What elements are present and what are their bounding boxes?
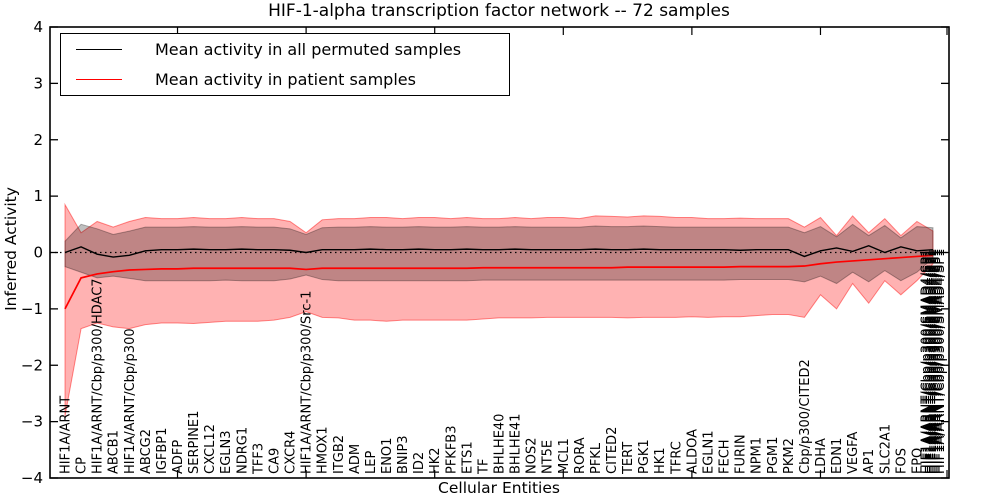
x-category-label: FECH <box>718 439 733 474</box>
x-axis-label: Cellular Entities <box>438 479 560 497</box>
y-tick-label: 1 <box>33 187 43 205</box>
x-category-label: EDN1 <box>830 438 845 474</box>
x-category-label: ABCB1 <box>107 430 122 474</box>
x-category-label: VEGFA <box>846 432 861 474</box>
confidence-band-patient <box>64 202 934 417</box>
x-category-label: ADFP <box>171 440 186 474</box>
x-category-label: CP <box>75 457 90 474</box>
x-category-label: HMOX1 <box>316 426 331 474</box>
y-tick-label: −4 <box>21 469 43 487</box>
y-tick-label: −2 <box>21 356 43 374</box>
x-category-label: BHLHE40 <box>492 414 507 474</box>
x-category-label: TFF3 <box>251 443 266 475</box>
legend: Mean activity in all permuted samples Me… <box>60 33 510 96</box>
y-axis-label: Inferred Activity <box>2 187 20 311</box>
x-category-label-overlapped: HIF1A/ARNT/Cbp/p300/SMAD4/SP1 <box>931 249 946 474</box>
x-category-label-overlapped: HIF1A/ARNT/Cbp/p300/SMAD4/SP1 <box>925 249 940 474</box>
y-tick-label: 4 <box>33 18 43 36</box>
legend-item-label: Mean activity in patient samples <box>155 69 416 89</box>
mean-line-patient <box>64 254 934 310</box>
x-category-label: MCL1 <box>557 438 572 474</box>
x-category-label: CXCR4 <box>284 431 299 474</box>
x-category-label: ADM <box>348 444 363 474</box>
x-category-label: HIF1A/ARNT/Cbp/p300/Src-1 <box>300 291 315 474</box>
x-category-label: HIF1A/ARNT/Cbp/p300/HDAC7 <box>91 278 106 474</box>
x-category-label: Cbp/p300/CITED2 <box>798 359 813 474</box>
y-tick-label: 2 <box>33 131 43 149</box>
mean-line-permuted <box>64 244 934 258</box>
x-category-label: PGK1 <box>637 439 652 474</box>
x-category-label: TERT <box>621 442 636 475</box>
x-category-label: CITED2 <box>605 427 620 474</box>
x-category-label: BNIP3 <box>396 435 411 474</box>
x-category-label: HIF1A/ARNT <box>59 396 74 474</box>
x-category-label: ETS1 <box>460 441 475 474</box>
x-category-label: SLC2A1 <box>878 424 893 474</box>
x-category-label: ID2 <box>412 452 427 474</box>
x-category-label: CA9 <box>267 448 282 474</box>
x-category-label: EGLN1 <box>701 430 716 474</box>
x-category-label: IGFBP1 <box>155 428 170 474</box>
y-tick-label: 3 <box>33 74 43 92</box>
x-category-label: NOS2 <box>525 438 540 474</box>
x-category-label: RORA <box>573 437 588 474</box>
x-category-label: HK1 <box>653 447 668 474</box>
x-category-label-overlapped: HIF1A/ARNT/Cbp/p300/SMAD4/SP1 <box>929 249 944 474</box>
x-category-label: EGLN3 <box>219 430 234 474</box>
x-category-label: SERPINE1 <box>187 411 202 474</box>
x-category-label: CXCL12 <box>203 424 218 474</box>
y-tick-label: −1 <box>21 300 43 318</box>
x-category-label: TFRC <box>669 441 684 475</box>
x-category-label-overlapped: HIF1A/ARNT/Cbp/p300/SMAD4/SP1 <box>933 249 948 474</box>
x-category-label: EPO <box>910 448 925 474</box>
confidence-band-permuted <box>64 223 934 285</box>
x-category-label: LDHA <box>814 438 829 474</box>
legend-item-patient: Mean activity in patient samples <box>61 64 509 94</box>
x-category-label: AP1 <box>862 449 877 474</box>
x-category-label: LEP <box>364 451 379 474</box>
x-category-label: FOS <box>894 448 909 474</box>
x-category-label: ENO1 <box>380 438 395 474</box>
y-tick-label: 0 <box>33 244 43 262</box>
x-category-label: NPM1 <box>750 437 765 474</box>
x-category-label: PFKL <box>589 442 604 474</box>
legend-item-permuted: Mean activity in all permuted samples <box>61 34 509 64</box>
legend-item-label: Mean activity in all permuted samples <box>155 39 462 59</box>
x-category-label: ALDOA <box>685 429 700 474</box>
x-category-label: ABCG2 <box>139 429 154 474</box>
x-category-label: NDRG1 <box>235 427 250 474</box>
x-category-label: TF <box>476 459 491 475</box>
x-category-label: PGM1 <box>766 437 781 474</box>
x-category-label: HK2 <box>428 447 443 474</box>
x-category-label-overlapped: HIF1A/ARNT/Cbp/p300/SMAD4/SP1 <box>919 249 934 474</box>
x-category-label: HIF1A/ARNT/Cbp/p300 <box>123 328 138 474</box>
legend-line-sample-permuted <box>76 48 122 50</box>
x-category-label-overlapped: HIF1A/ARNT/Cbp/p300/SMAD4/SP1 <box>927 249 942 474</box>
x-category-label: PFKFB3 <box>444 425 459 474</box>
x-category-label: ITGB2 <box>332 435 347 474</box>
x-category-label: FURIN <box>734 434 749 474</box>
x-category-label: PKM2 <box>782 438 797 474</box>
x-category-label: BHLHE41 <box>509 414 524 474</box>
x-category-label: NT5E <box>541 440 556 474</box>
x-category-label-overlapped: HIF1A/ARNT/Cbp/p300/SMAD4/SP1 <box>921 249 936 474</box>
y-tick-label: −3 <box>21 413 43 431</box>
chart-title: HIF-1-alpha transcription factor network… <box>268 1 730 21</box>
x-category-label-overlapped: HIF1A/ARNT/Cbp/p300/SMAD4/SP1 <box>923 249 938 474</box>
legend-line-sample-patient <box>76 78 122 80</box>
